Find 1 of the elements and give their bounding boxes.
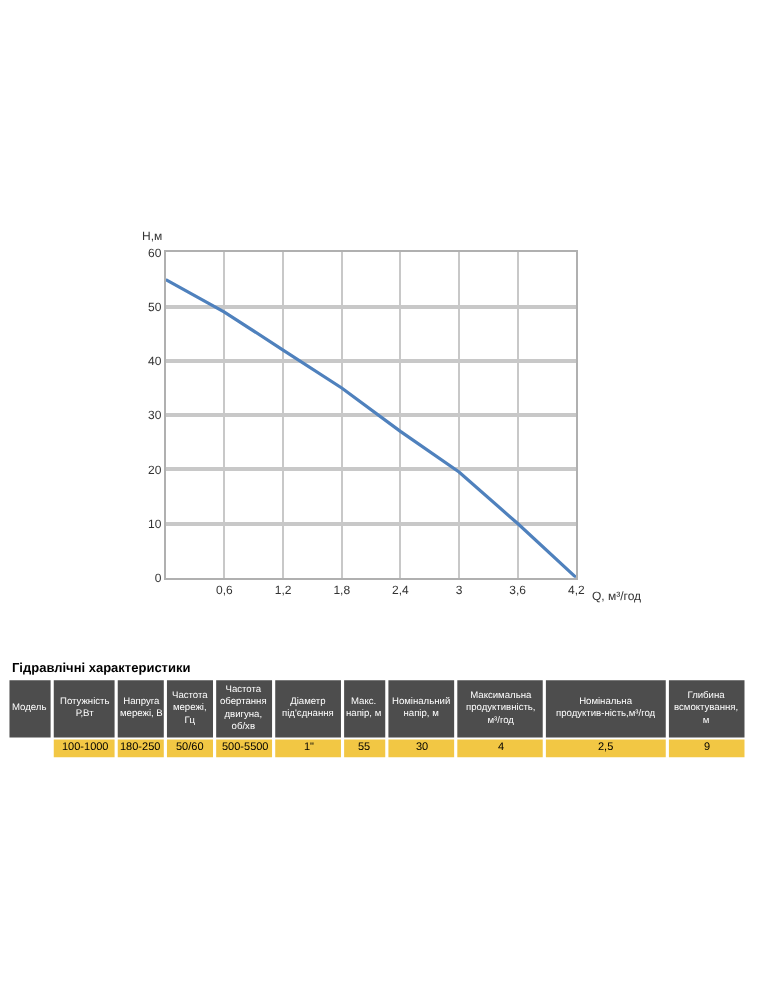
line-series [165,277,577,578]
